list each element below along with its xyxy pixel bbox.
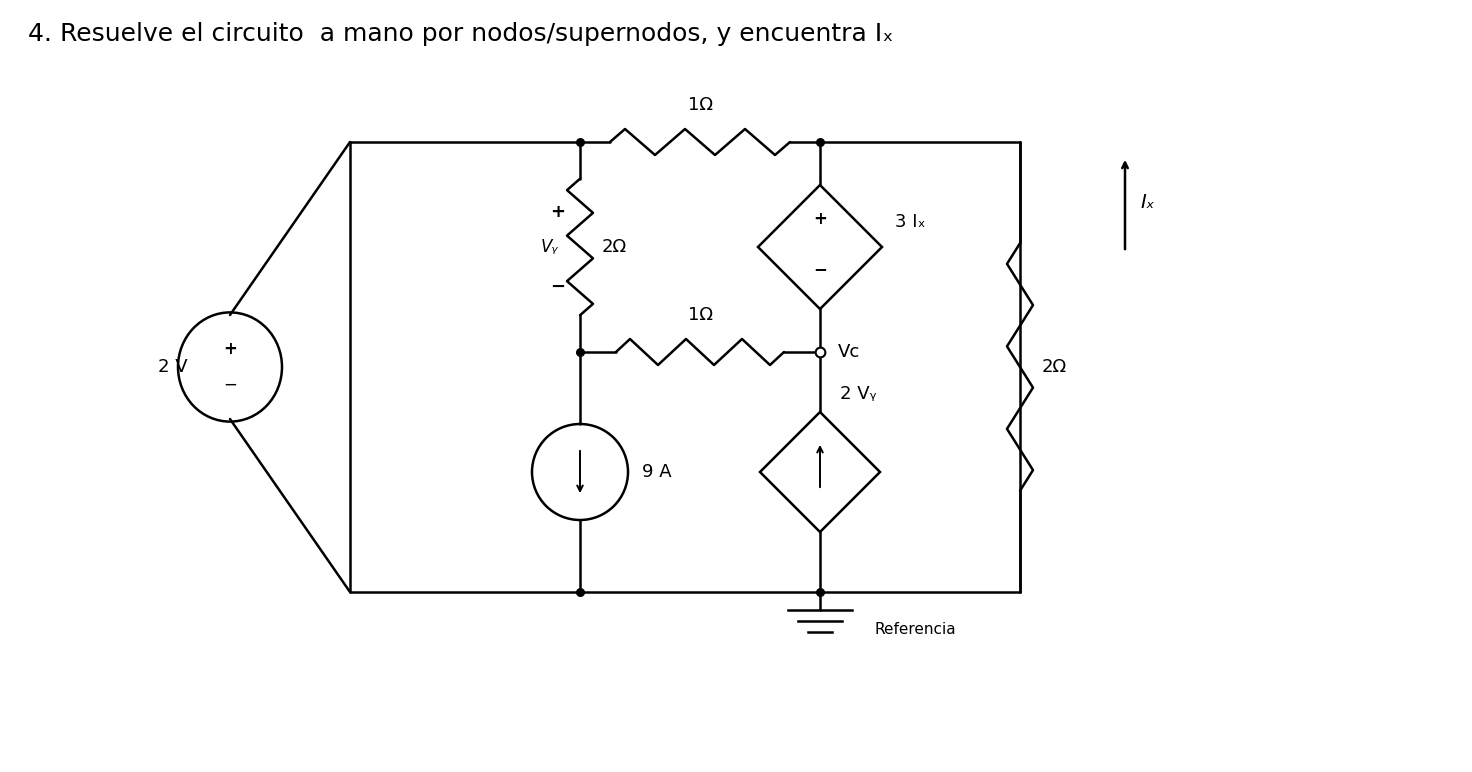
Text: −: −: [551, 278, 565, 296]
Text: Referencia: Referencia: [874, 622, 957, 638]
Text: Vc: Vc: [838, 343, 860, 361]
Text: 9 A: 9 A: [642, 463, 671, 481]
Text: 2Ω: 2Ω: [1042, 358, 1067, 376]
Text: 2 Vᵧ: 2 Vᵧ: [841, 385, 876, 403]
Text: 2Ω: 2Ω: [602, 238, 627, 256]
Text: +: +: [813, 210, 827, 228]
Text: 1Ω: 1Ω: [687, 96, 712, 114]
Text: +: +: [551, 203, 565, 221]
Text: −: −: [813, 260, 827, 278]
Text: Iₓ: Iₓ: [1139, 192, 1154, 212]
Text: Vᵧ: Vᵧ: [542, 238, 559, 256]
Text: 3 Iₓ: 3 Iₓ: [895, 213, 926, 231]
Text: 4. Resuelve el circuito  a mano por nodos/supernodos, y encuentra Iₓ: 4. Resuelve el circuito a mano por nodos…: [28, 22, 894, 46]
Text: −: −: [224, 376, 237, 394]
Text: 1Ω: 1Ω: [687, 306, 712, 324]
Text: 2 V: 2 V: [158, 358, 187, 376]
Text: +: +: [224, 340, 237, 358]
